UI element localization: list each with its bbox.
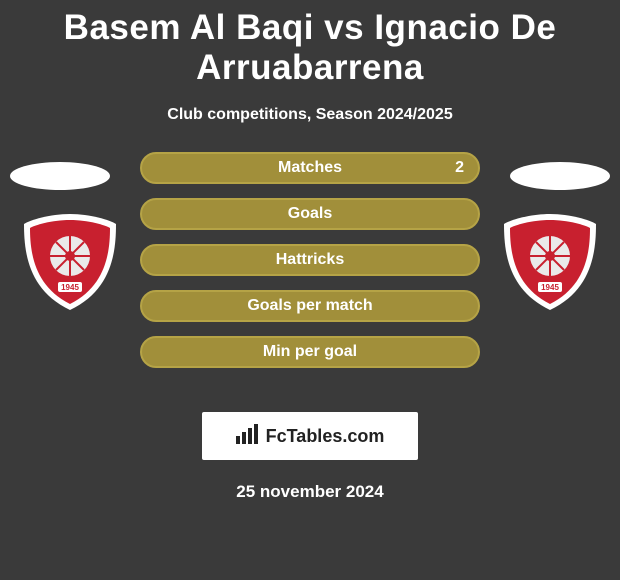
stat-label: Min per goal	[263, 343, 357, 361]
brand-text: FcTables.com	[266, 426, 385, 447]
logo-year: 1945	[541, 283, 559, 292]
stat-row-goals-per-match: Goals per match	[140, 290, 480, 322]
page-subtitle: Club competitions, Season 2024/2025	[0, 106, 620, 124]
brand-box: FcTables.com	[202, 412, 418, 460]
chart-bars-icon	[236, 424, 260, 449]
stat-row-matches: Matches 2	[140, 152, 480, 184]
stat-label: Hattricks	[276, 251, 344, 269]
shield-icon: 1945	[500, 212, 600, 312]
club-logo-right: 1945	[500, 212, 600, 312]
player-oval-left	[10, 162, 110, 190]
stat-label: Goals per match	[247, 297, 372, 315]
stat-row-hattricks: Hattricks	[140, 244, 480, 276]
stat-right-value: 2	[455, 159, 464, 177]
stat-row-min-per-goal: Min per goal	[140, 336, 480, 368]
comparison-area: 1945 1945 Matches 2 Goals	[0, 152, 620, 412]
player-oval-right	[510, 162, 610, 190]
stat-row-goals: Goals	[140, 198, 480, 230]
shield-icon: 1945	[20, 212, 120, 312]
page-title: Basem Al Baqi vs Ignacio De Arruabarrena	[0, 0, 620, 88]
date-text: 25 november 2024	[0, 482, 620, 502]
club-logo-left: 1945	[20, 212, 120, 312]
stat-rows: Matches 2 Goals Hattricks Goals per matc…	[140, 152, 480, 382]
stat-label: Goals	[288, 205, 332, 223]
logo-year: 1945	[61, 283, 79, 292]
stat-label: Matches	[278, 159, 342, 177]
